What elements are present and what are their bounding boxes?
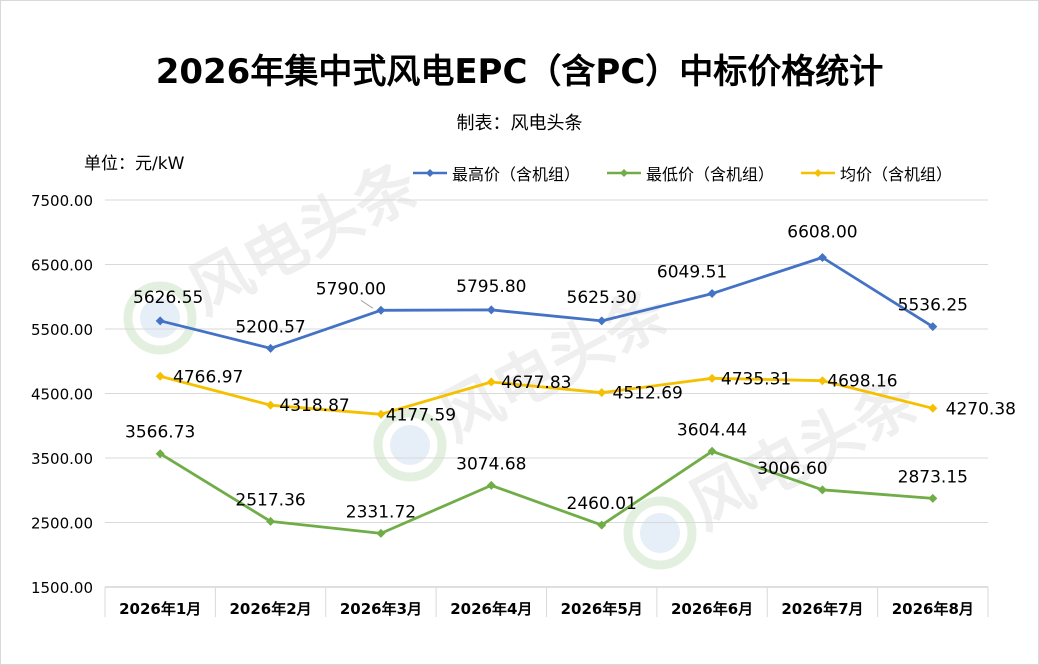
legend-label-avg: 均价（含机组）	[840, 165, 953, 184]
data-point-marker	[597, 388, 607, 398]
y-tick-label: 4500.00	[31, 386, 93, 404]
data-point-marker	[928, 322, 938, 332]
data-point-marker	[266, 516, 276, 526]
data-label: 4698.16	[827, 372, 897, 392]
x-tick-label: 2026年8月	[892, 600, 974, 618]
data-label: 5795.80	[456, 277, 526, 297]
legend-swatch-max	[413, 169, 447, 177]
data-point-marker	[597, 316, 607, 326]
x-tick-label: 2026年6月	[671, 600, 753, 618]
data-label: 4735.31	[721, 369, 791, 389]
data-point-marker	[266, 400, 276, 410]
data-label: 4318.87	[279, 396, 349, 416]
data-label: 4677.83	[501, 373, 571, 393]
data-label: 2460.01	[567, 494, 637, 514]
data-point-marker	[486, 480, 496, 490]
data-label: 6608.00	[787, 223, 857, 243]
legend-label-max: 最高价（含机组）	[452, 165, 581, 184]
series-line-2	[159, 374, 934, 416]
x-tick-label: 2026年3月	[340, 600, 422, 618]
data-point-marker	[486, 377, 496, 387]
data-label: 3566.73	[125, 423, 195, 443]
data-point-marker	[817, 485, 827, 495]
chart-subtitle: 制表：风电头条	[456, 113, 583, 134]
series-layer	[155, 253, 938, 538]
watermark-text: 风电头条	[177, 147, 430, 328]
data-point-marker	[707, 446, 717, 456]
legend-label-min: 最低价（含机组）	[646, 165, 775, 184]
y-tick-label: 5500.00	[31, 321, 93, 339]
series-line-0	[159, 256, 934, 350]
data-point-marker	[928, 403, 938, 413]
y-axis: 7500.00 6500.00 5500.00 4500.00 3500.00 2500.…	[31, 192, 93, 597]
y-tick-label: 1500.00	[31, 579, 93, 597]
data-label: 4177.59	[386, 405, 456, 425]
data-point-marker	[486, 305, 496, 315]
data-point-marker	[707, 289, 717, 299]
watermark-ring	[623, 496, 697, 570]
legend: 最高价（含机组） 最低价（含机组） 均价（含机组）	[412, 161, 952, 185]
data-label: 3604.44	[677, 420, 747, 440]
data-point-marker	[376, 305, 386, 315]
data-point-marker	[817, 376, 827, 386]
legend-swatch-min	[607, 169, 642, 177]
data-label: 3074.68	[456, 454, 526, 474]
data-point-marker	[376, 409, 386, 419]
x-axis: 2026年1月 2026年2月 2026年3月 2026年4月 2026年5月 2026年…	[104, 586, 989, 618]
chart-title: 2026年集中式风电EPC（含PC）中标价格统计	[155, 52, 884, 92]
x-tick-label: 2026年5月	[561, 600, 643, 618]
x-tick-label: 2026年2月	[229, 600, 311, 618]
data-label: 2517.36	[235, 490, 305, 510]
data-label: 5790.00	[316, 279, 386, 299]
data-point-marker	[376, 528, 386, 538]
y-tick-label: 2500.00	[31, 515, 93, 533]
y-tick-label: 7500.00	[31, 192, 93, 210]
data-point-marker	[597, 520, 607, 530]
gridlines	[105, 199, 988, 523]
series-line-1	[159, 449, 933, 535]
x-tick-label: 2026年7月	[781, 600, 863, 618]
label-leader-line	[360, 299, 374, 309]
data-point-marker	[928, 493, 938, 503]
legend-swatch-avg	[801, 169, 836, 177]
data-labels: 5626.55 5200.57 5790.00 5795.80 5625.30 6049.…	[125, 223, 1016, 523]
data-label: 4766.97	[173, 367, 243, 387]
y-tick-label: 3500.00	[31, 450, 93, 468]
watermark-core	[390, 425, 430, 465]
data-point-marker	[155, 371, 165, 381]
y-tick-label: 6500.00	[31, 257, 93, 275]
x-tick-label: 2026年4月	[450, 600, 532, 618]
data-label: 2873.15	[898, 467, 968, 487]
watermark-ring	[123, 281, 197, 355]
legend-item-avg: 均价（含机组）	[800, 161, 952, 185]
data-label: 5626.55	[133, 288, 203, 308]
data-label: 4512.69	[613, 384, 683, 404]
data-label: 5200.57	[235, 317, 305, 337]
legend-item-min: 最低价（含机组）	[606, 161, 774, 185]
data-point-marker	[817, 253, 827, 263]
data-label: 4270.38	[946, 399, 1016, 419]
watermark-text: 风电头条	[427, 274, 680, 455]
data-label: 2331.72	[346, 502, 416, 522]
data-point-marker	[707, 373, 717, 383]
watermark-ring	[373, 408, 447, 482]
data-point-marker	[155, 316, 165, 326]
legend-item-max: 最高价（含机组）	[412, 161, 580, 185]
data-point-marker	[266, 343, 276, 353]
data-point-marker	[155, 449, 165, 459]
data-label: 5625.30	[567, 288, 637, 308]
watermark-core	[640, 513, 680, 553]
data-label: 5536.25	[898, 296, 968, 316]
x-tick-label: 2026年1月	[119, 600, 201, 618]
unit-label: 单位：元/kW	[84, 154, 185, 174]
data-label: 6049.51	[657, 263, 727, 283]
data-label: 3006.60	[757, 459, 827, 479]
